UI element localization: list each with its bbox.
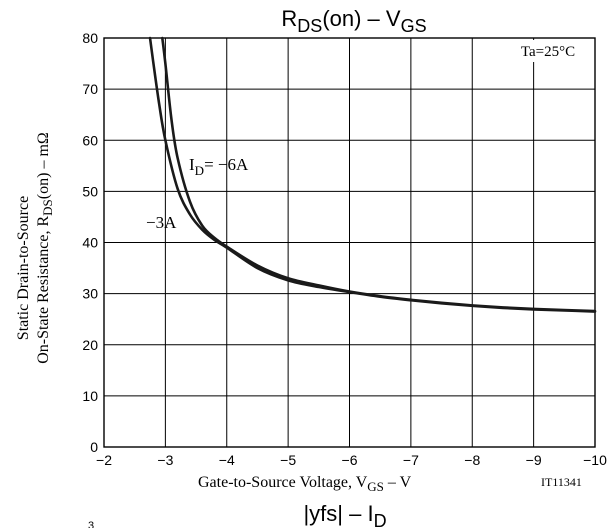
y-tick-labels: 0 10 20 30 40 50 60 70 80 [82, 30, 98, 455]
plot-frame [103, 37, 596, 448]
next-chart-title-main: |yfs| – I [303, 501, 373, 526]
figure-id: IT11341 [541, 475, 582, 489]
y-tick-label: 80 [82, 30, 98, 46]
chart-title-sub-1: DS [297, 16, 322, 36]
x-axis-label-main: Gate-to-Source Voltage, V [198, 474, 368, 491]
x-tick-labels: −2 −3 −4 −5 −6 −7 −8 −9 −10 [96, 452, 607, 468]
x-tick-label: −10 [583, 452, 607, 468]
y-tick-label: 10 [82, 388, 98, 404]
series-label-6a-sub: D [195, 163, 204, 178]
x-tick-label: −7 [403, 452, 419, 468]
x-tick-label: −9 [526, 452, 542, 468]
condition-label-bg [504, 40, 592, 62]
condition-label: Ta=25°C [521, 44, 575, 60]
series-label-6a-tail: = −6A [204, 155, 249, 174]
chart-title-sub-2: GS [401, 16, 427, 36]
data-curves [148, 36, 597, 313]
x-tick-label: −2 [96, 452, 112, 468]
y-tick-label: 70 [82, 81, 98, 97]
next-chart-title: |yfs| – ID [303, 501, 386, 528]
y-axis-label-line2: On-State Resistance, RDS(on) – mΩ [35, 132, 55, 364]
y-axis-label-line2-main: On-State Resistance, R [35, 216, 52, 364]
chart-title: RDS(on) – VGS [281, 6, 426, 36]
series-label-3a: −3A [146, 213, 177, 232]
x-tick-label: −6 [342, 452, 358, 468]
x-tick-label: −8 [464, 452, 480, 468]
series-label-6a-main: I [189, 155, 195, 174]
next-chart-title-sub: D [374, 511, 387, 528]
y-tick-label: 40 [82, 235, 98, 251]
y-tick-label: 20 [82, 337, 98, 353]
series-label-6a: ID= −6A [189, 155, 249, 178]
y-tick-label: 0 [90, 439, 98, 455]
x-axis-label-tail: – V [384, 474, 412, 491]
y-axis-label-line2-sub: DS [40, 199, 55, 216]
chart-title-main-2: (on) – V [322, 6, 401, 31]
y-tick-label: 30 [82, 286, 98, 302]
curve-id-3a [148, 36, 597, 313]
y-axis-label-line2-tail: (on) – mΩ [35, 132, 52, 199]
y-axis-label-line1: Static Drain-to-Source [15, 196, 32, 340]
next-chart-partial-label: 3 [88, 520, 94, 528]
y-tick-label: 50 [82, 183, 98, 199]
plot-area [103, 36, 597, 448]
x-tick-label: −4 [219, 452, 235, 468]
x-axis-label-sub: GS [367, 479, 384, 494]
y-tick-label: 60 [82, 132, 98, 148]
x-tick-label: −5 [280, 452, 296, 468]
x-tick-label: −3 [157, 452, 173, 468]
x-axis-label: Gate-to-Source Voltage, VGS – V [198, 474, 412, 494]
chart-title-main-1: R [281, 6, 297, 31]
